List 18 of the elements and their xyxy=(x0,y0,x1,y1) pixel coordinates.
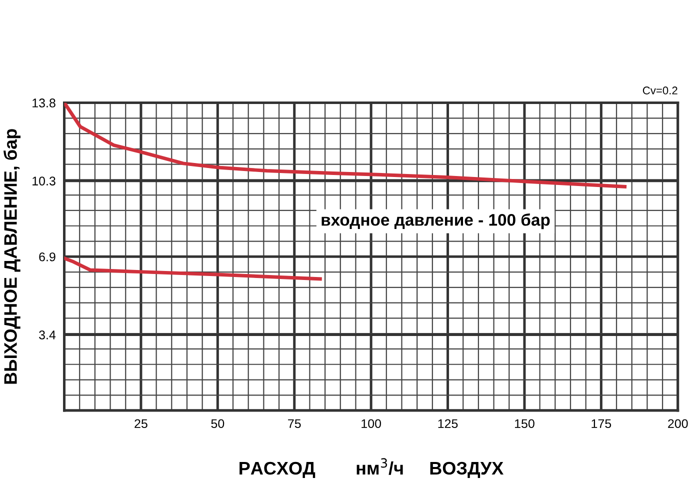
x-tick-label: 100 xyxy=(362,419,382,428)
y-tick-label: 10.3 xyxy=(32,176,56,186)
x-tick-label: 75 xyxy=(288,419,301,428)
line-series xyxy=(64,256,322,281)
x-tick-label: 50 xyxy=(211,419,224,428)
x-tick-label: 175 xyxy=(592,419,612,428)
x-tick-label: 125 xyxy=(438,419,458,428)
annotation: входное давление - 100 бар xyxy=(322,213,550,230)
y-tick-label: 6.9 xyxy=(39,252,56,262)
y-tick-label: 3.4 xyxy=(39,330,56,340)
x-tick-label: 25 xyxy=(134,419,148,428)
y-tick-label: 13.8 xyxy=(32,98,56,108)
x-axis-title: РАСХОД нм$^{3}$/ч ВОЗДУХ xyxy=(240,458,504,478)
x-tick-label: 200 xyxy=(668,419,688,428)
text: Cv=0.2 xyxy=(642,86,678,94)
line-series xyxy=(64,102,627,188)
x-tick-label: 150 xyxy=(514,419,534,428)
y-axis-title: ВЫХОДНОЕ ДАВЛЕНИЕ, бар xyxy=(4,129,20,384)
